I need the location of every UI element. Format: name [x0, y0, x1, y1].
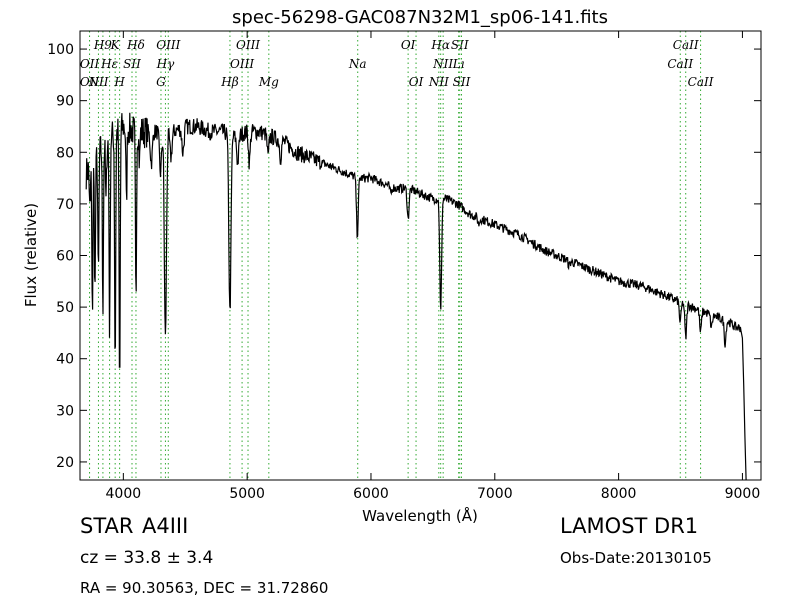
y-tick-label-6: 80 [56, 145, 74, 161]
y-tick-label-7: 90 [56, 94, 74, 110]
marker-label-2: OII [80, 75, 100, 89]
x-tick-label-2: 6000 [353, 486, 389, 502]
marker-label-4: NII [87, 75, 108, 89]
axis-ticks: 4000 5000 6000 7000 8000 9000 20 30 40 50 60 70 80 90… [47, 31, 761, 502]
marker-label-19: Hα [430, 38, 450, 52]
marker-label-8: Hδ [126, 38, 145, 52]
marker-label-20: NII [432, 57, 453, 71]
x-axis-label: Wavelength (Å) [362, 506, 478, 525]
x-tick-label-0: 4000 [106, 486, 142, 502]
spectrum-series [85, 112, 747, 481]
y-tick-label-0: 20 [56, 455, 74, 471]
marker-label-15: Mg [258, 75, 279, 89]
marker-label-26: CaII [667, 57, 693, 71]
y-axis-label: Flux (relative) [22, 203, 40, 307]
plot-frame [79, 30, 762, 481]
coordinates-readout: RA = 90.30563, DEC = 31.72860 [80, 579, 329, 597]
y-tick-label-5: 70 [56, 197, 74, 213]
marker-label-10: Hγ [156, 57, 175, 71]
x-tick-label-3: 7000 [477, 486, 513, 502]
marker-label-12: OIII [236, 38, 260, 52]
marker-label-21: NII [428, 75, 449, 89]
y-tick-label-4: 60 [56, 249, 74, 265]
marker-label-23: Lı [452, 57, 465, 71]
marker-label-3: Hε [100, 57, 118, 71]
y-tick-label-3: 50 [56, 300, 74, 316]
x-tick-label-4: 8000 [601, 486, 637, 502]
marker-label-18: OI [409, 75, 424, 89]
y-tick-label-1: 30 [56, 403, 74, 419]
chart-title: spec-56298-GAC087N32M1_sp06-141.fits [232, 7, 608, 28]
class-label: STAR [80, 514, 134, 538]
marker-label-27: CaII [688, 75, 714, 89]
observation-date: Obs-Date:20130105 [560, 549, 712, 567]
marker-label-5: K [110, 38, 121, 52]
y-tick-label-8: 100 [47, 42, 74, 58]
marker-label-17: OI [401, 38, 416, 52]
spectrum-line [85, 112, 747, 481]
marker-label-16: Na [348, 57, 367, 71]
x-tick-label-5: 9000 [725, 486, 761, 502]
redshift-readout: cz = 33.8 ± 3.4 [80, 548, 214, 568]
marker-label-1: H9 [93, 38, 112, 52]
marker-label-24: SII [453, 75, 471, 89]
survey-label: LAMOST DR1 [560, 514, 699, 538]
subclass-label: A4III [142, 514, 189, 538]
marker-label-25: CaII [673, 38, 699, 52]
marker-label-22: SII [451, 38, 469, 52]
x-tick-label-1: 5000 [229, 486, 265, 502]
marker-label-6: SII [123, 57, 141, 71]
marker-label-13: OIII [230, 57, 254, 71]
marker-label-11: G [156, 75, 166, 89]
marker-label-14: Hβ [220, 75, 238, 89]
marker-label-9: OIII [156, 38, 180, 52]
marker-label-7: H [113, 75, 125, 89]
y-tick-label-2: 40 [56, 352, 74, 368]
